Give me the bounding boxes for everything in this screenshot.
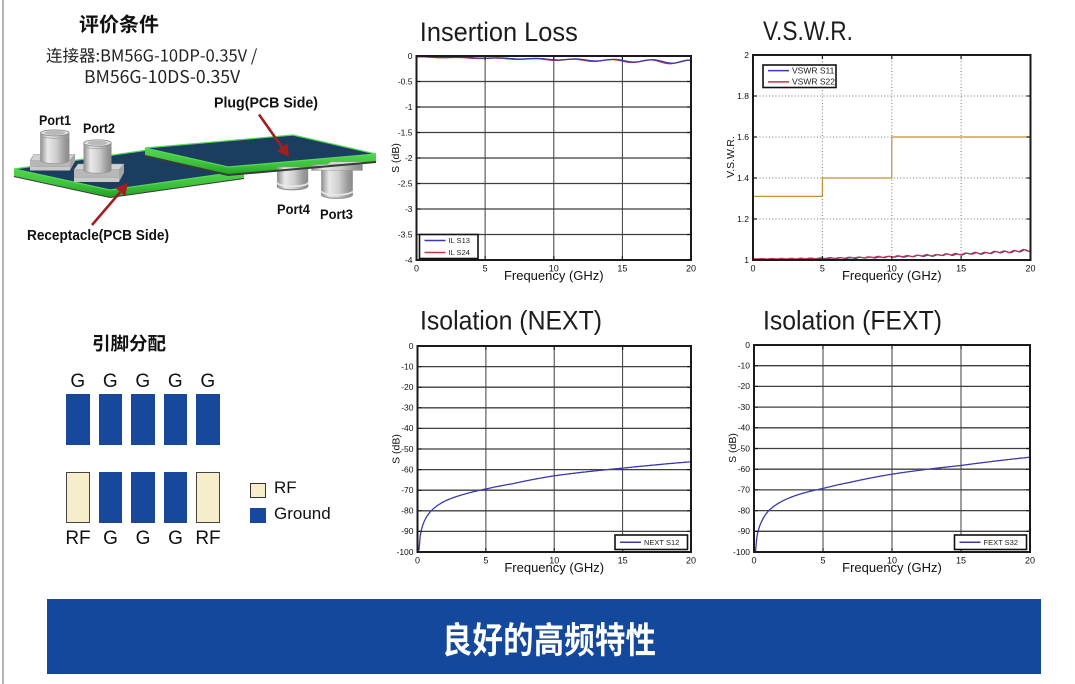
svg-text:-30: -30 [738, 402, 751, 412]
svg-text:-40: -40 [738, 423, 751, 433]
svg-text:Port4: Port4 [277, 201, 310, 217]
svg-text:Port1: Port1 [39, 112, 71, 128]
svg-text:V.S.W.R.: V.S.W.R. [763, 16, 853, 46]
svg-text:0: 0 [415, 556, 420, 566]
svg-text:Insertion Loss: Insertion Loss [420, 17, 578, 47]
svg-text:Port3: Port3 [320, 206, 353, 222]
svg-text:-50: -50 [401, 444, 414, 454]
svg-text:S (dB): S (dB) [391, 434, 403, 464]
svg-text:1.6: 1.6 [737, 132, 749, 142]
svg-text:Plug(PCB Side): Plug(PCB Side) [214, 95, 318, 112]
svg-text:-90: -90 [401, 526, 414, 536]
svg-text:VSWR S22: VSWR S22 [792, 77, 835, 87]
svg-text:Isolation (FEXT): Isolation (FEXT) [763, 306, 942, 336]
svg-text:0: 0 [750, 264, 755, 274]
svg-text:1: 1 [744, 255, 749, 265]
svg-text:0: 0 [751, 556, 756, 566]
svg-text:5: 5 [820, 264, 825, 274]
svg-text:-80: -80 [401, 506, 414, 516]
svg-text:-20: -20 [401, 382, 414, 392]
svg-text:-60: -60 [738, 464, 751, 474]
svg-text:20: 20 [1025, 556, 1035, 566]
svg-text:1.4: 1.4 [737, 173, 749, 183]
svg-text:-10: -10 [738, 361, 751, 371]
svg-text:S (dB): S (dB) [727, 433, 739, 463]
svg-text:VSWR S11: VSWR S11 [792, 65, 835, 75]
svg-text:20: 20 [686, 556, 696, 566]
svg-text:10: 10 [887, 556, 897, 566]
svg-text:-70: -70 [401, 485, 414, 495]
svg-text:15: 15 [956, 556, 966, 566]
svg-text:-4: -4 [405, 255, 413, 265]
svg-text:20: 20 [686, 264, 696, 274]
svg-text:1.8: 1.8 [737, 91, 749, 101]
svg-text:20: 20 [1025, 264, 1035, 274]
svg-text:Frequency (GHz): Frequency (GHz) [504, 560, 604, 575]
svg-text:Receptacle(PCB Side): Receptacle(PCB Side) [27, 227, 169, 244]
svg-text:-30: -30 [401, 403, 414, 413]
svg-text:10: 10 [549, 264, 559, 274]
svg-text:Isolation (NEXT): Isolation (NEXT) [420, 306, 602, 336]
svg-text:-40: -40 [401, 423, 414, 433]
svg-text:0: 0 [745, 340, 750, 350]
svg-text:-100: -100 [396, 547, 413, 557]
svg-text:FEXT S32: FEXT S32 [984, 538, 1018, 547]
svg-text:-70: -70 [738, 485, 751, 495]
svg-text:1.2: 1.2 [737, 214, 749, 224]
svg-text:-10: -10 [401, 361, 414, 371]
svg-text:Frequency (GHz): Frequency (GHz) [842, 268, 942, 283]
svg-text:IL S24: IL S24 [449, 248, 470, 257]
svg-text:Frequency (GHz): Frequency (GHz) [842, 560, 942, 575]
svg-text:-1.5: -1.5 [398, 127, 413, 137]
svg-text:-60: -60 [401, 464, 414, 474]
svg-text:5: 5 [820, 556, 825, 566]
svg-text:10: 10 [549, 556, 559, 566]
svg-text:2: 2 [744, 50, 749, 60]
svg-text:S (dB): S (dB) [390, 143, 402, 173]
svg-text:15: 15 [617, 264, 627, 274]
svg-text:0: 0 [408, 51, 413, 61]
svg-text:-20: -20 [738, 381, 751, 391]
svg-text:-50: -50 [738, 443, 751, 453]
svg-text:-90: -90 [738, 526, 751, 536]
svg-text:V.S.W.R.: V.S.W.R. [725, 136, 737, 178]
svg-text:15: 15 [956, 264, 966, 274]
svg-text:5: 5 [483, 264, 488, 274]
svg-text:0: 0 [414, 264, 419, 274]
svg-text:-3: -3 [405, 204, 413, 214]
svg-text:IL S13: IL S13 [449, 236, 470, 245]
svg-text:5: 5 [483, 556, 488, 566]
svg-text:-2.5: -2.5 [398, 178, 413, 188]
svg-text:10: 10 [887, 264, 897, 274]
svg-text:-80: -80 [738, 505, 751, 515]
svg-text:-3.5: -3.5 [398, 229, 413, 239]
svg-text:0: 0 [409, 341, 414, 351]
svg-text:-100: -100 [733, 547, 750, 557]
svg-text:-0.5: -0.5 [398, 76, 413, 86]
svg-text:-1: -1 [405, 102, 413, 112]
svg-text:NEXT S12: NEXT S12 [644, 538, 679, 547]
svg-text:-2: -2 [405, 153, 413, 163]
svg-text:15: 15 [618, 556, 628, 566]
svg-text:Port2: Port2 [83, 120, 115, 136]
svg-text:Frequency (GHz): Frequency (GHz) [504, 268, 604, 283]
